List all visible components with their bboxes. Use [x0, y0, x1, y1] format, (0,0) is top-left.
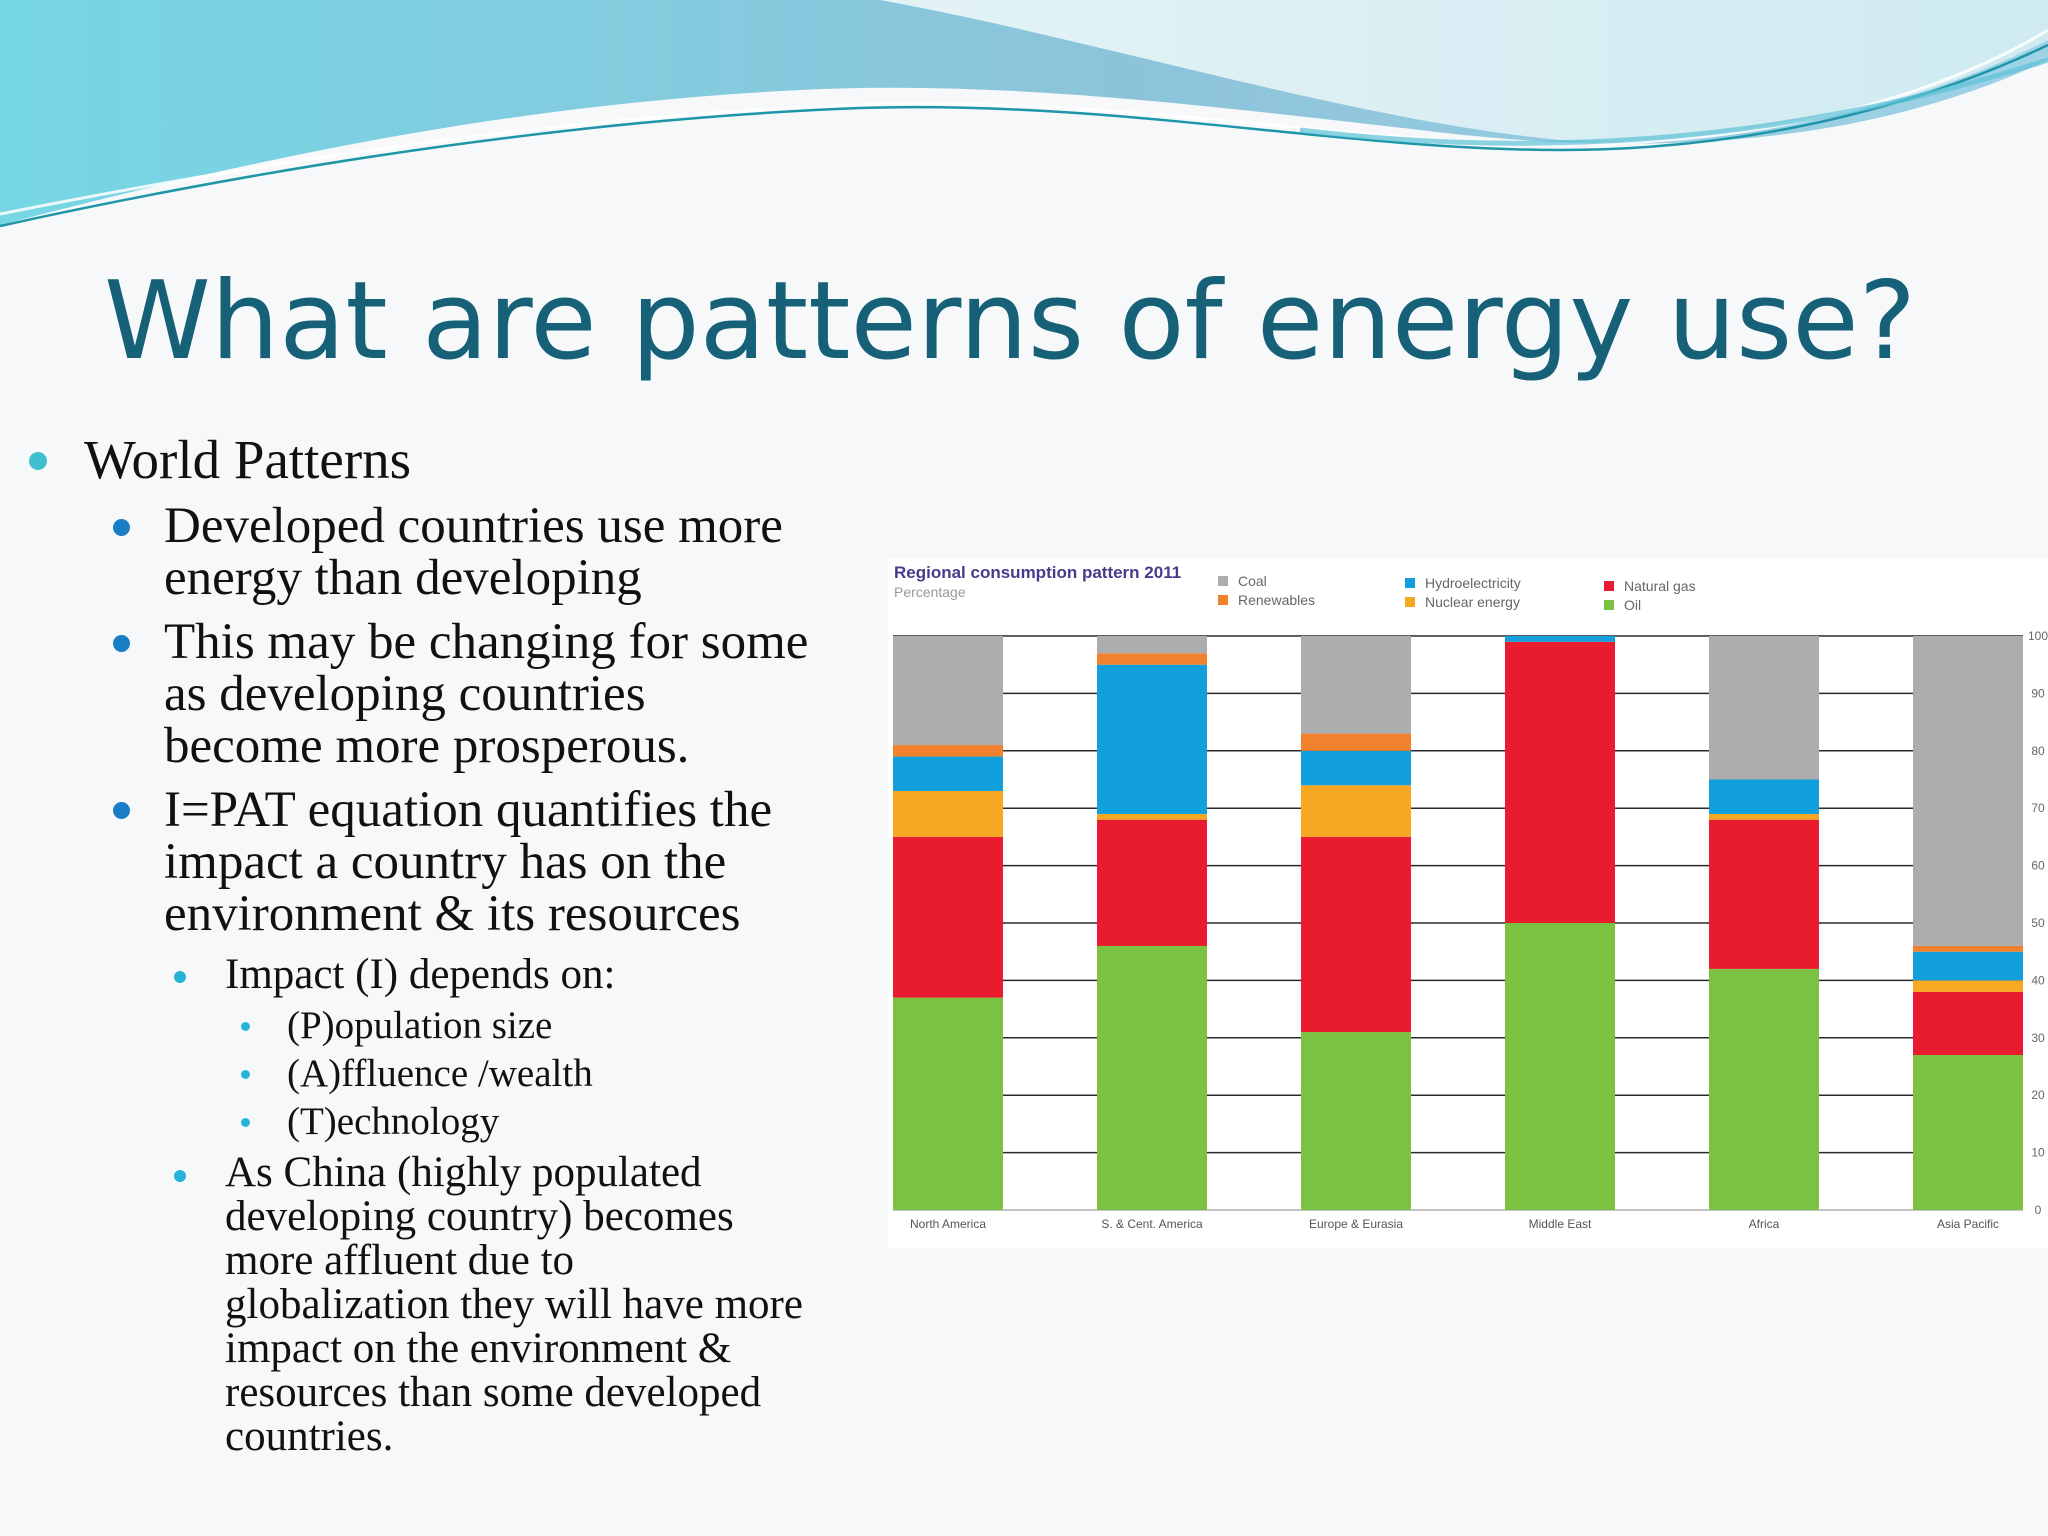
bar-segment [1097, 636, 1207, 654]
legend-label-natural-gas: Natural gas [1624, 578, 1696, 594]
bar-segment [1301, 733, 1411, 751]
y-tick-label: 50 [2031, 916, 2045, 930]
bar-segment [893, 997, 1003, 1210]
chart-title: Regional consumption pattern 2011 [894, 563, 1181, 582]
bar-segment [1913, 991, 2023, 1056]
legend-swatch-renewables [1218, 595, 1228, 605]
y-tick-label: 20 [2031, 1088, 2045, 1102]
regional-consumption-chart: Regional consumption pattern 2011 Percent… [888, 558, 2048, 1248]
bullet-dot [113, 519, 130, 536]
bullet-dot [29, 452, 47, 470]
legend-swatch-oil [1604, 600, 1614, 610]
bar-segment [1913, 636, 2023, 946]
bullet-dot [174, 971, 186, 983]
bar-segment [1301, 785, 1411, 837]
bullet-china-line1: As China (highly populated [225, 1149, 702, 1196]
bar-segment [1505, 923, 1615, 1210]
x-tick-label: Europe & Eurasia [1309, 1217, 1403, 1231]
x-tick-label: Middle East [1529, 1217, 1592, 1231]
bar-segment [893, 636, 1003, 746]
bullet-china-line5: impact on the environment & [225, 1325, 732, 1372]
y-tick-label: 60 [2031, 859, 2045, 873]
bar-segment [1097, 653, 1207, 665]
legend-label-hydroelectricity: Hydroelectricity [1425, 575, 1521, 591]
bar-segment [893, 756, 1003, 791]
bar-segment [1097, 945, 1207, 1210]
slide-title: What are patterns of energy use? [104, 259, 1917, 384]
y-tick-label: 0 [2035, 1203, 2042, 1217]
bullet-china-line7: countries. [225, 1413, 394, 1460]
bullet-world-patterns: World Patterns [84, 429, 412, 490]
chart-background [888, 558, 2048, 1248]
legend-label-oil: Oil [1624, 597, 1641, 613]
bar-segment [893, 836, 1003, 998]
bullet-dot [113, 802, 130, 819]
y-tick-label: 10 [2031, 1146, 2045, 1160]
legend-label-nuclear-energy: Nuclear energy [1425, 594, 1520, 610]
x-tick-label: Africa [1749, 1217, 1780, 1231]
x-tick-label: Asia Pacific [1937, 1217, 1999, 1231]
x-tick-label: North America [910, 1217, 986, 1231]
legend-swatch-coal [1218, 576, 1228, 586]
bullet-ipat-line1: I=PAT equation quantifies the [164, 782, 773, 838]
bullet-changing-line2: as developing countries [164, 666, 646, 722]
bar-segment [1709, 636, 1819, 780]
bar-segment [1913, 980, 2023, 992]
bar-segment [1913, 945, 2023, 952]
bullet-ipat-line3: environment & its resources [164, 886, 741, 942]
bar-segment [1097, 813, 1207, 820]
x-tick-label: S. & Cent. America [1101, 1217, 1203, 1231]
bar-segment [893, 745, 1003, 757]
bar-segment [1913, 951, 2023, 981]
y-tick-label: 80 [2031, 744, 2045, 758]
bullet-technology: (T)echnology [287, 1100, 500, 1143]
bar-segment [1709, 779, 1819, 814]
bar-segment [1301, 1032, 1411, 1210]
bar-segment [1505, 641, 1615, 923]
bullet-dot [113, 635, 130, 652]
y-tick-label: 100 [2028, 629, 2048, 643]
bullet-changing-line1: This may be changing for some [164, 614, 809, 670]
legend-swatch-nuclear-energy [1405, 597, 1415, 607]
bar-segment [1709, 813, 1819, 820]
bullet-china-line6: resources than some developed [225, 1369, 762, 1416]
bullet-china-line2: developing country) becomes [225, 1193, 734, 1240]
bullet-dot [241, 1118, 250, 1127]
bullet-dot [174, 1170, 186, 1182]
y-tick-label: 40 [2031, 973, 2045, 987]
bar-segment [1301, 750, 1411, 786]
bar-segment [1913, 1055, 2023, 1210]
bullet-changing-line3: become more prosperous. [164, 718, 690, 774]
bar-segment [1097, 664, 1207, 814]
legend-swatch-natural-gas [1604, 581, 1614, 591]
bar-segment [1301, 836, 1411, 1033]
bar-segment [893, 790, 1003, 837]
bullet-impact: Impact (I) depends on: [225, 951, 616, 998]
bar-segment [1301, 636, 1411, 734]
bullet-developed-line2: energy than developing [164, 550, 642, 606]
bullet-developed-line1: Developed countries use more [164, 498, 783, 554]
legend-label-renewables: Renewables [1238, 592, 1315, 608]
bullet-population: (P)opulation size [287, 1004, 553, 1047]
legend-swatch-hydroelectricity [1405, 578, 1415, 588]
y-tick-label: 30 [2031, 1031, 2045, 1045]
y-tick-label: 70 [2031, 801, 2045, 815]
bullet-dot [241, 1070, 250, 1079]
y-tick-label: 90 [2031, 686, 2045, 700]
bullet-dot [241, 1022, 250, 1031]
bullet-china-line4: globalization they will have more [225, 1281, 803, 1328]
bullet-china-line3: more affluent due to [225, 1237, 575, 1284]
bar-segment [1709, 968, 1819, 1210]
bar-segment [1709, 819, 1819, 969]
bar-segment [1505, 636, 1615, 642]
chart-subtitle: Percentage [894, 584, 966, 600]
legend-label-coal: Coal [1238, 573, 1267, 589]
bar-segment [1097, 819, 1207, 946]
bullet-affluence: (A)ffluence /wealth [287, 1052, 593, 1095]
bullet-ipat-line2: impact a country has on the [164, 834, 727, 890]
header-wave-decoration [0, 0, 2048, 228]
